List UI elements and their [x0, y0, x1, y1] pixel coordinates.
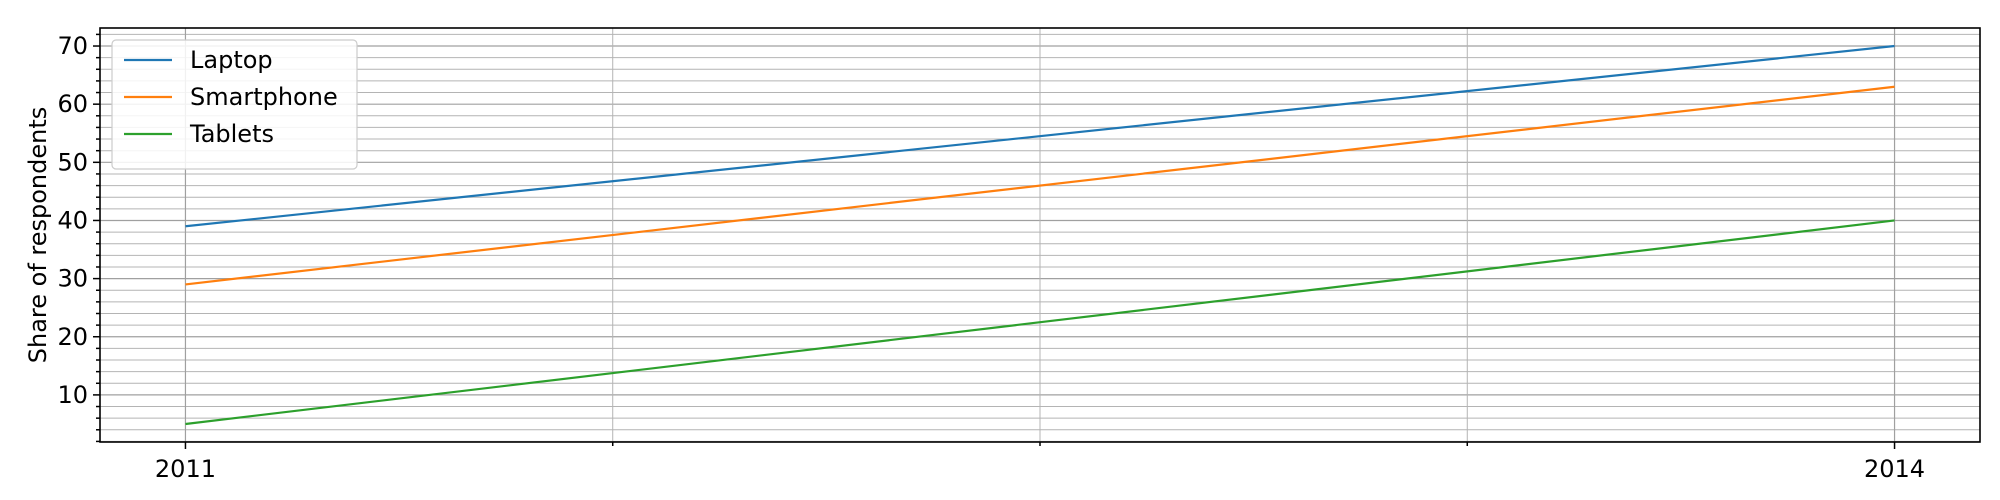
y-tick-label: 30 [57, 265, 88, 293]
legend-box [111, 39, 358, 170]
legend-label-laptop: Laptop [190, 46, 273, 74]
y-tick-label: 40 [57, 206, 88, 234]
legend-label-smartphone: Smartphone [190, 83, 338, 111]
legend: Laptop Smartphone Tablets [111, 39, 358, 170]
series-lines [185, 44, 1895, 426]
y-tick-label: 60 [57, 90, 88, 118]
series-line-tablets [185, 219, 1895, 426]
y-tick-label: 20 [57, 323, 88, 351]
x-tick-label: 2014 [1864, 455, 1925, 483]
series-line-laptop [185, 44, 1895, 228]
y-tick-label: 50 [57, 148, 88, 176]
x-axis: 2011 2014 [155, 442, 1925, 483]
x-tick-label: 2011 [155, 455, 216, 483]
y-axis: 10 20 30 40 50 60 70 [57, 32, 100, 443]
y-axis-label: Share of respondents [24, 107, 52, 364]
legend-label-tablets: Tablets [189, 120, 274, 148]
y-tick-label: 70 [57, 32, 88, 60]
y-tick-label: 10 [57, 381, 88, 409]
grid [100, 28, 1980, 442]
series-line-smartphone [185, 85, 1895, 286]
